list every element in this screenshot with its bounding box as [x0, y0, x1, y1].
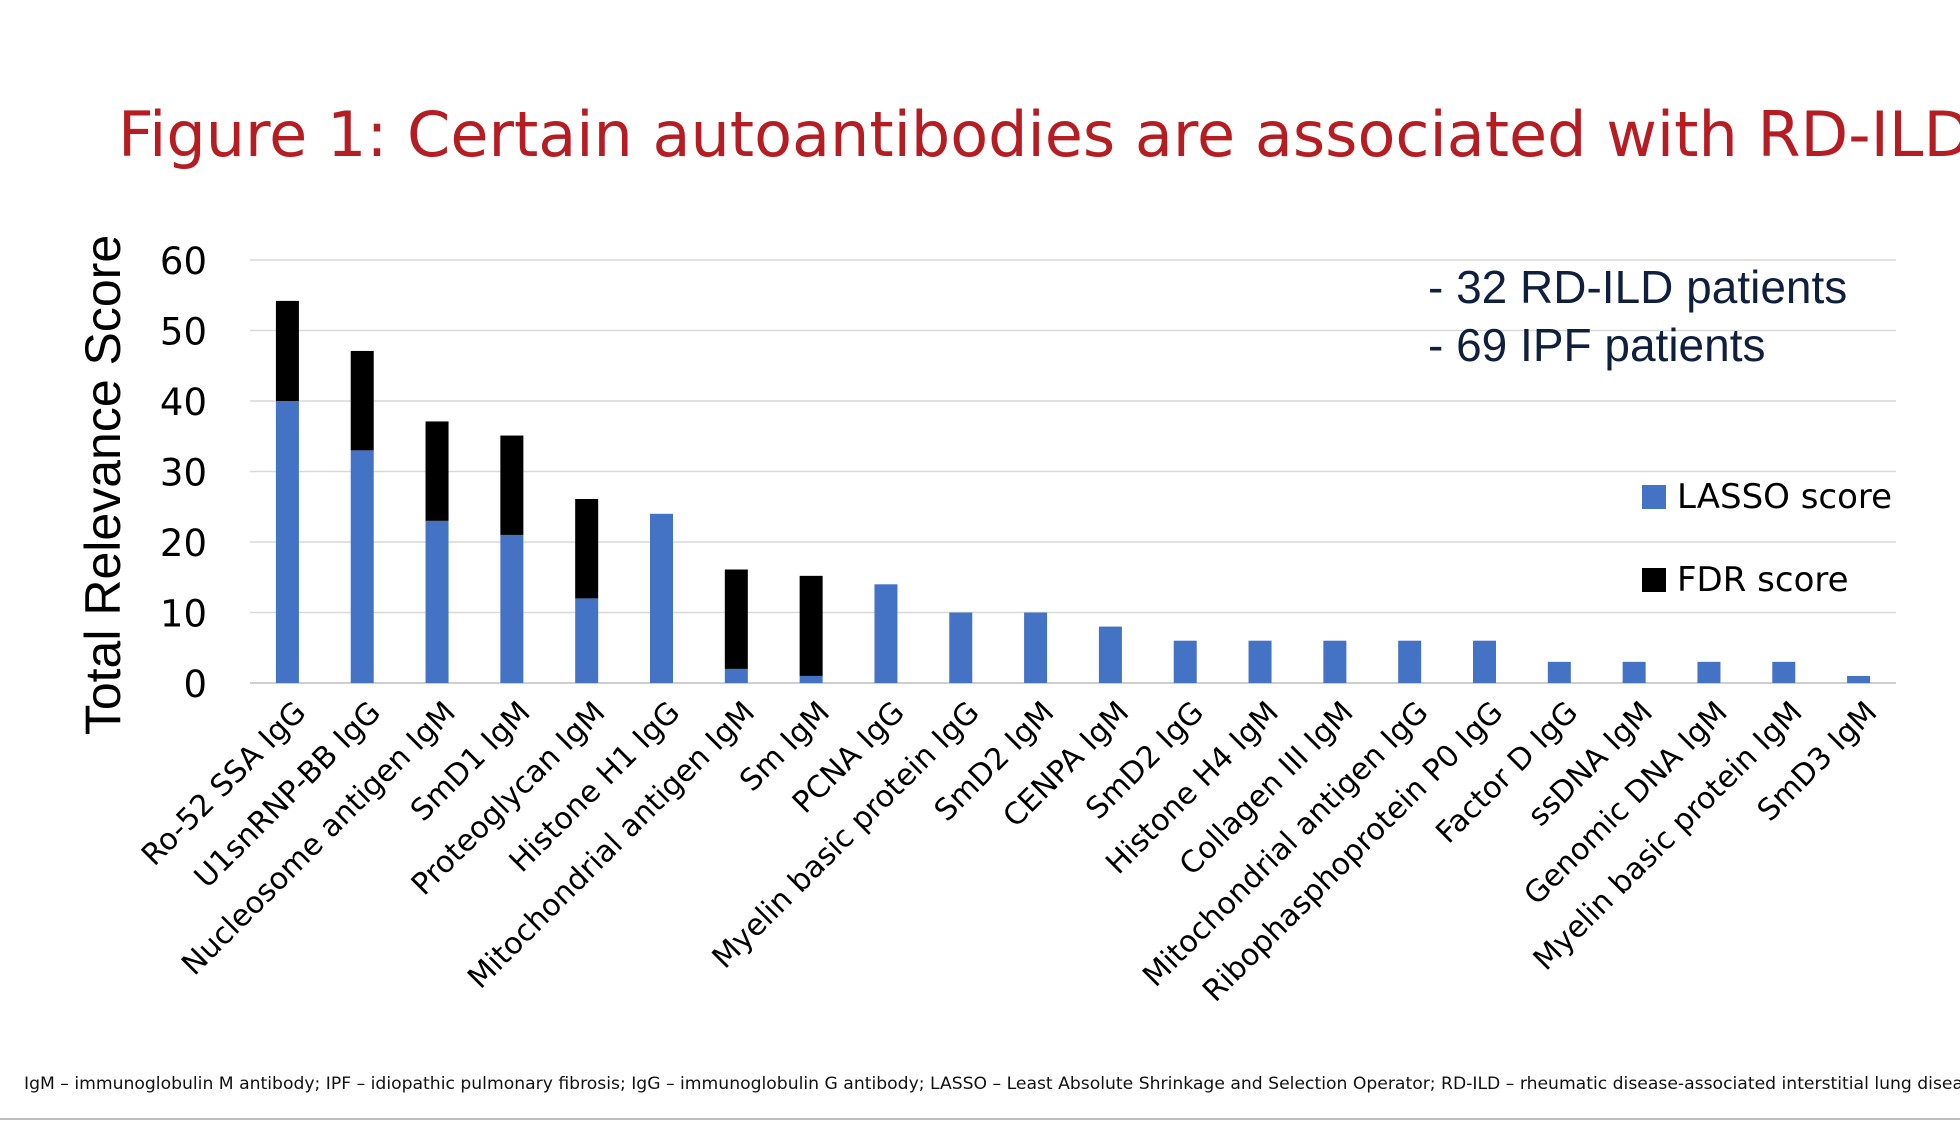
legend-swatch-lasso — [1642, 485, 1666, 509]
bar-lasso-segment — [1547, 661, 1571, 683]
annotation-rd-ild-patients: - 32 RD-ILD patients — [1428, 261, 1847, 313]
bar-lasso-segment — [724, 668, 748, 683]
chart-annotations: - 32 RD-ILD patients - 69 IPF patients — [1428, 261, 1847, 371]
bar-lasso-segment — [425, 520, 449, 683]
bar-lasso-segment — [1772, 661, 1796, 683]
gridlines — [250, 259, 1896, 684]
bar-fdr-segment — [724, 569, 748, 669]
bar-fdr-segment — [575, 498, 599, 599]
y-tick-label: 60 — [160, 240, 207, 283]
page-title: Figure 1: Certain autoantibodies are ass… — [118, 98, 1960, 171]
bar-lasso-segment — [1323, 640, 1347, 683]
bar-lasso-segment — [500, 534, 524, 683]
y-axis-label: Total Relevance Score — [75, 235, 131, 735]
bars — [275, 300, 1871, 683]
bar-fdr-segment — [500, 435, 524, 535]
bar-lasso-segment — [575, 598, 599, 683]
bar-lasso-segment — [1024, 612, 1048, 683]
bottom-divider — [0, 1118, 1960, 1120]
bar-lasso-segment — [1473, 640, 1496, 683]
y-tick-label: 30 — [160, 452, 207, 495]
bar-fdr-segment — [350, 350, 374, 451]
legend: LASSO score FDR score — [1642, 477, 1892, 600]
bar-lasso-segment — [650, 513, 673, 683]
bar-lasso-segment — [1398, 640, 1422, 683]
bar-lasso-segment — [1847, 675, 1871, 683]
bar-lasso-segment — [799, 675, 823, 683]
bar-lasso-segment — [949, 612, 973, 683]
bar-lasso-segment — [1697, 661, 1721, 683]
bar-lasso-segment — [1098, 626, 1122, 683]
bar-fdr-segment — [425, 421, 449, 521]
annotation-ipf-patients: - 69 IPF patients — [1428, 319, 1766, 371]
bar-lasso-segment — [874, 584, 898, 683]
y-axis-ticks: 0 10 20 30 40 50 60 — [160, 240, 207, 706]
y-tick-label: 0 — [183, 663, 207, 706]
bar-lasso-segment — [1248, 640, 1272, 683]
y-tick-label: 40 — [160, 381, 207, 424]
y-tick-label: 10 — [160, 593, 207, 636]
legend-swatch-fdr — [1642, 568, 1666, 592]
bar-lasso-segment — [275, 401, 299, 683]
bar-fdr-segment — [275, 300, 299, 401]
legend-label-fdr: FDR score — [1677, 560, 1849, 600]
legend-label-lasso: LASSO score — [1677, 477, 1892, 517]
y-tick-label: 50 — [160, 311, 207, 354]
bar-lasso-segment — [1622, 661, 1646, 683]
bar-lasso-segment — [1173, 640, 1197, 683]
y-tick-label: 20 — [160, 522, 207, 565]
footnote: IgM – immunoglobulin M antibody; IPF – i… — [24, 1074, 1960, 1094]
bar-lasso-segment — [350, 450, 374, 683]
bar-fdr-segment — [799, 575, 823, 676]
